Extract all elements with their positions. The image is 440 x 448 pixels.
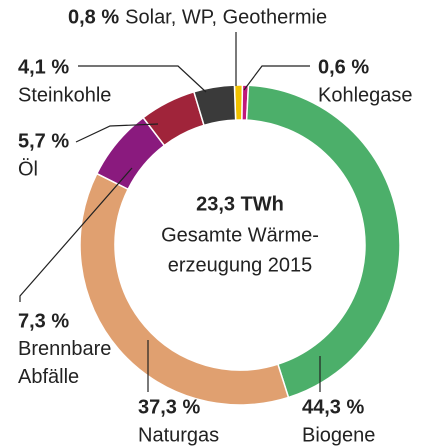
leader-line [78,65,207,93]
category-label: Brennbare Abfälle [18,338,111,388]
category-label: Kohlegase [318,84,413,106]
leader-line [75,123,159,143]
center-label: 23,3 TWh [196,193,284,215]
value-label: 7,3 % [18,310,69,332]
category-label: Biogene [302,424,375,446]
category-label: Öl [18,158,38,180]
value-label: 0,8 % [68,6,119,28]
value-label: 37,3 % [138,396,200,418]
value-label: 4,1 % [18,56,69,78]
value-label: 5,7 % [18,130,69,152]
center-label: erzeugung 2015 [168,254,313,276]
value-label: 0,6 % [318,56,369,78]
donut-segment [245,84,401,399]
category-label: Naturgas [138,424,219,446]
category-label: Solar, WP, Geothermie [125,6,327,28]
category-label-line: Abfälle [18,366,79,388]
leader-line [243,65,310,91]
value-label: 44,3 % [302,396,364,418]
center-label: Gesamte Wärme- [161,224,319,246]
leader-line [19,167,133,302]
category-label: Steinkohle [18,84,111,106]
donut-segment [192,84,237,127]
category-label-line: Brennbare [18,338,111,360]
